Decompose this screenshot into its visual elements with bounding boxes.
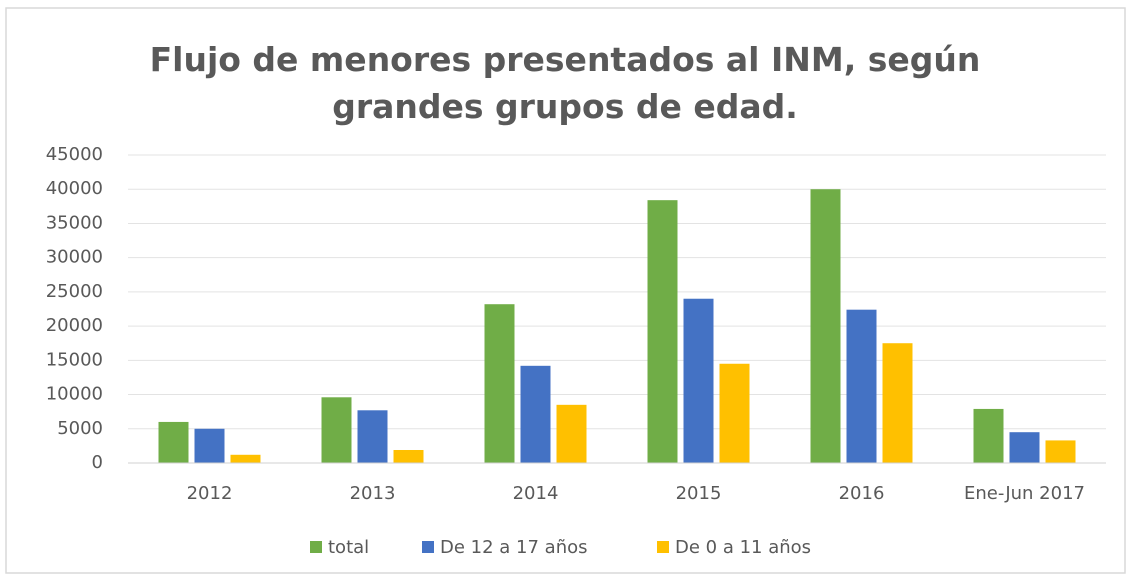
bar: [357, 410, 388, 463]
bar: [520, 365, 551, 463]
bar: [719, 363, 750, 463]
y-tick-label: 0: [92, 452, 103, 473]
bar: [230, 454, 261, 463]
bar: [810, 189, 841, 463]
y-tick-label: 40000: [46, 178, 103, 199]
bar: [321, 397, 352, 463]
y-tick-label: 5000: [57, 418, 103, 439]
bar: [1009, 432, 1040, 463]
chart-frame: [5, 7, 1126, 574]
bar: [683, 298, 714, 463]
y-tick-label: 35000: [46, 212, 103, 233]
legend-label: De 12 a 17 años: [440, 537, 588, 558]
legend-swatch: [310, 541, 322, 553]
bar: [484, 304, 515, 463]
x-tick-label: 2013: [350, 483, 396, 504]
legend-swatch: [422, 541, 434, 553]
bar: [647, 200, 678, 463]
bar: [194, 428, 225, 463]
bar: [393, 449, 424, 463]
legend-label: De 0 a 11 años: [675, 537, 811, 558]
y-tick-label: 10000: [46, 384, 103, 405]
y-tick-label: 20000: [46, 315, 103, 336]
legend-swatch: [657, 541, 669, 553]
y-tick-label: 15000: [46, 349, 103, 370]
y-tick-label: 25000: [46, 281, 103, 302]
chart-title: Flujo de menores presentados al INM, seg…: [149, 40, 981, 126]
y-tick-label: 45000: [46, 144, 103, 165]
x-tick-label: Ene-Jun 2017: [964, 483, 1085, 504]
bar: [973, 408, 1004, 463]
bar: [882, 343, 913, 463]
x-tick-label: 2015: [676, 483, 722, 504]
x-tick-label: 2016: [839, 483, 885, 504]
bar: [158, 421, 189, 463]
bar: [1045, 440, 1076, 463]
legend-label: total: [328, 537, 369, 558]
y-tick-label: 30000: [46, 247, 103, 268]
x-tick-label: 2014: [513, 483, 559, 504]
x-tick-label: 2012: [187, 483, 233, 504]
bar: [556, 404, 587, 463]
bar: [846, 309, 877, 463]
